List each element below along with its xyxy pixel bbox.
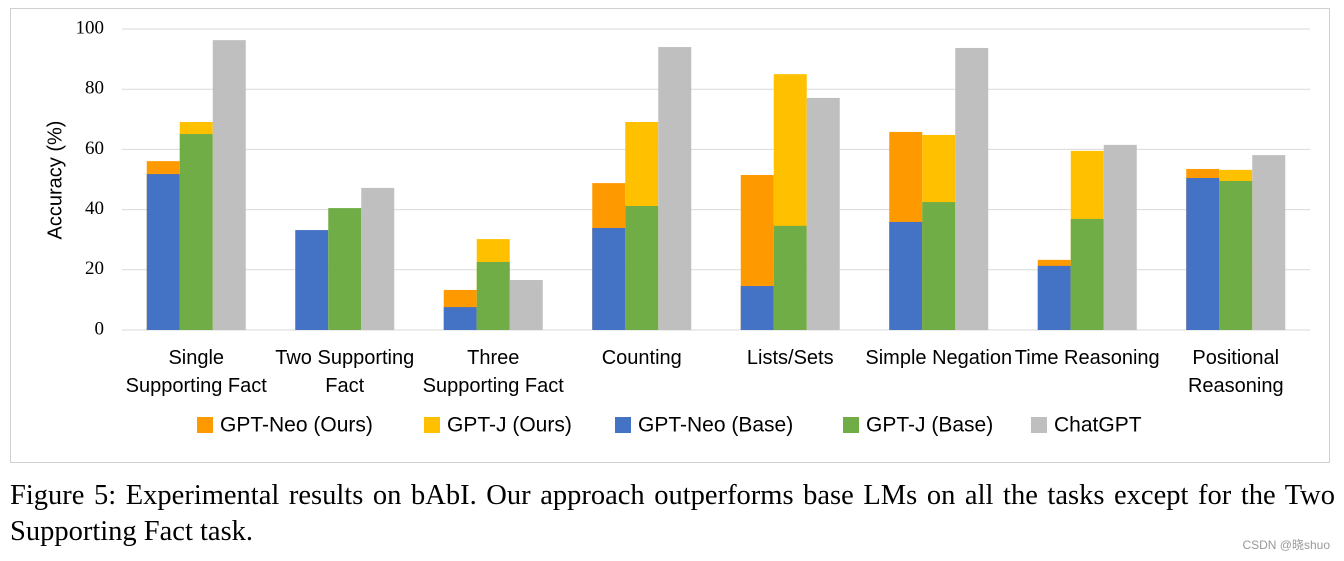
- bar: [889, 221, 923, 330]
- legend-swatch: [424, 417, 440, 433]
- bar: [922, 202, 956, 330]
- legend-swatch: [197, 417, 213, 433]
- bar: [146, 174, 180, 330]
- bar: [1037, 265, 1071, 330]
- bar: [361, 187, 395, 330]
- bar: [955, 47, 989, 330]
- bar: [1252, 155, 1286, 330]
- bar: [328, 208, 362, 330]
- bar: [212, 40, 246, 331]
- x-tick-label: Lists/Sets: [746, 347, 834, 369]
- bar: [806, 97, 840, 330]
- bar: [773, 225, 807, 330]
- x-tick-label: Positional Reasoning: [1187, 347, 1284, 397]
- x-tick-label: Single Supporting Fact: [125, 347, 267, 397]
- y-tick-label: 60: [85, 138, 104, 159]
- bar: [443, 307, 477, 330]
- x-tick-label: Two Supporting Fact: [275, 347, 415, 397]
- legend-label: GPT-Neo (Ours): [220, 414, 373, 437]
- y-tick-label: 0: [95, 318, 105, 339]
- x-tick-label: Counting: [601, 347, 682, 369]
- bar: [740, 286, 774, 330]
- bar: [1103, 144, 1137, 330]
- bar: [509, 280, 543, 330]
- y-tick-label: 80: [85, 78, 104, 99]
- x-tick-label: Three Supporting Fact: [422, 347, 564, 397]
- bar: [295, 230, 329, 330]
- caption: Figure 5: Experimental results on bAbI. …: [10, 480, 1335, 547]
- watermark: CSDN @晓shuo: [1242, 538, 1330, 552]
- chart: Accuracy (%) 0 20 40 60 80 100 GPT-Neo (Ours) G…: [10, 8, 1330, 463]
- legend-label: ChatGPT: [1054, 414, 1142, 437]
- bar: [476, 261, 510, 330]
- y-tick-label: 20: [85, 258, 104, 279]
- legend-label: GPT-J (Base): [866, 414, 993, 437]
- y-tick-label: 100: [76, 17, 105, 38]
- y-tick-label: 40: [85, 198, 104, 219]
- y-axis-label: Accuracy (%): [44, 121, 66, 240]
- bar: [658, 47, 692, 331]
- bar: [592, 227, 626, 330]
- legend-label: GPT-J (Ours): [447, 414, 572, 437]
- legend-swatch: [615, 417, 631, 433]
- bar: [625, 205, 659, 330]
- x-tick-label: Time Reasoning: [1014, 347, 1160, 369]
- bar: [179, 134, 213, 330]
- x-tick-label: Simple Negation: [865, 347, 1013, 369]
- legend-swatch: [843, 417, 859, 433]
- bar: [1070, 218, 1104, 330]
- legend-label: GPT-Neo (Base): [638, 414, 793, 437]
- bar: [1186, 177, 1220, 330]
- legend-swatch: [1031, 417, 1047, 433]
- bar: [1219, 181, 1253, 330]
